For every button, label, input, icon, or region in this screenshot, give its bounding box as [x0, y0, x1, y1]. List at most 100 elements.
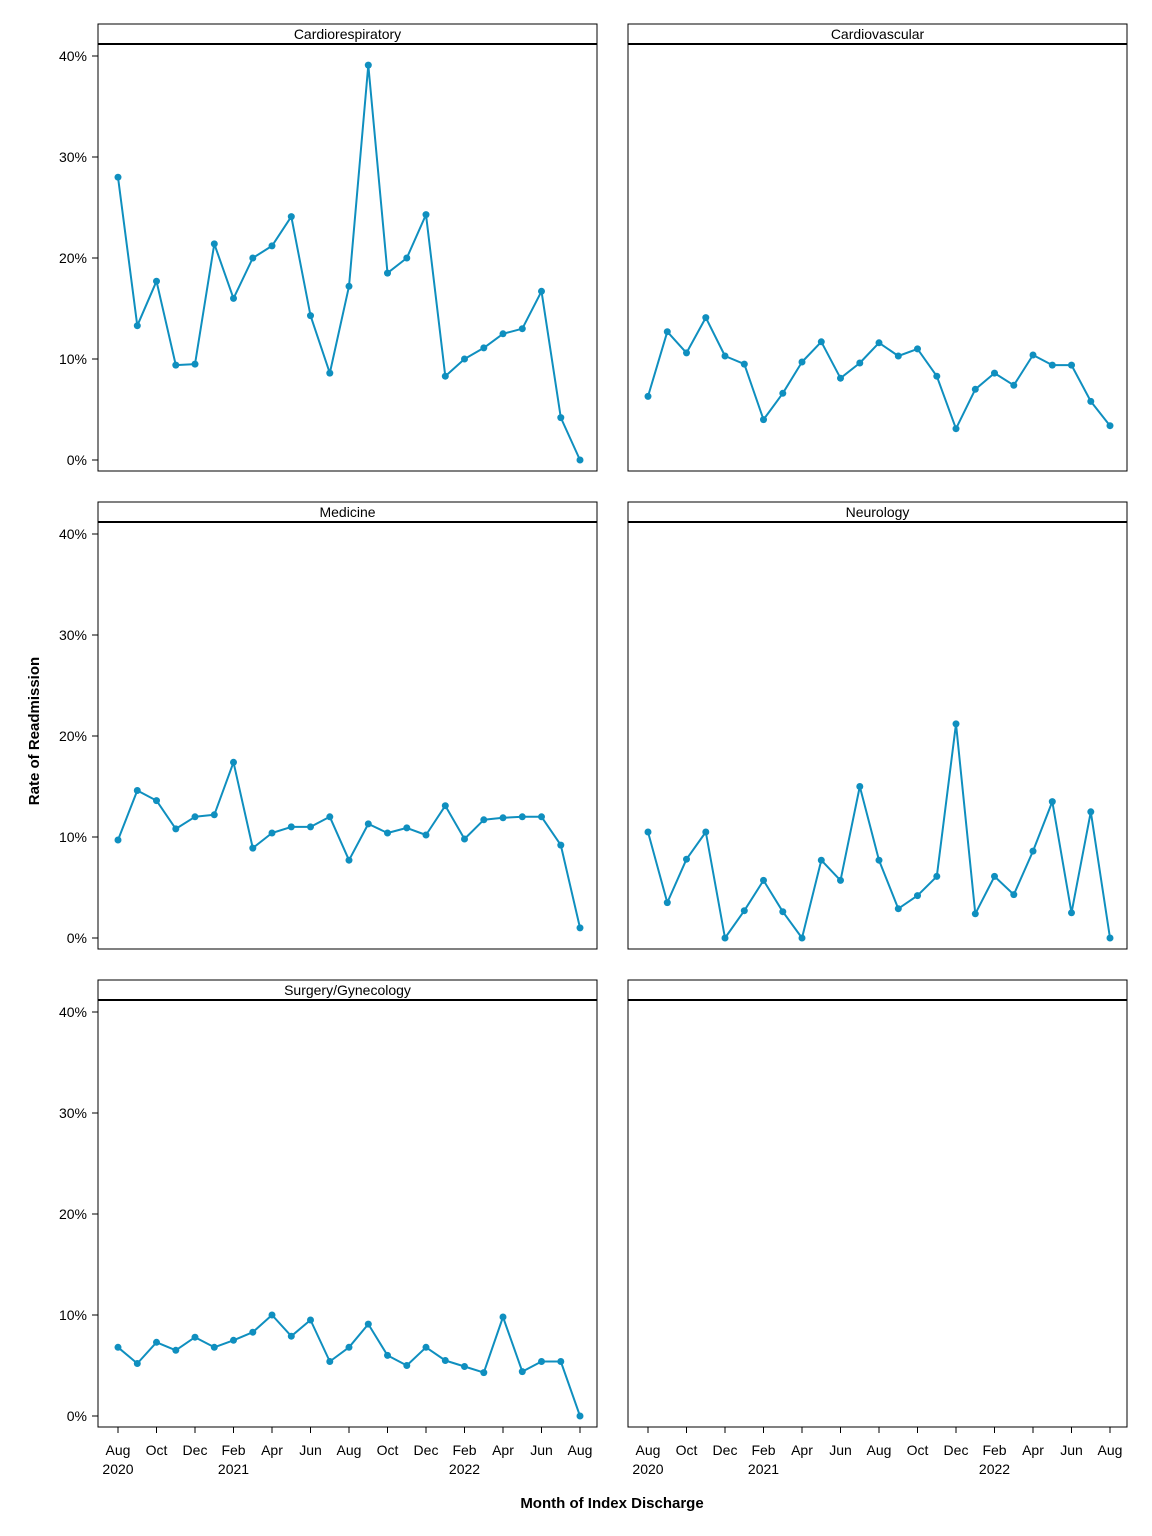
x-tick-label: Feb — [221, 1442, 245, 1458]
data-point — [779, 389, 787, 397]
data-point — [403, 254, 411, 262]
facet-title: Surgery/Gynecology — [284, 982, 411, 998]
data-point — [1010, 381, 1018, 389]
data-point — [480, 344, 488, 352]
data-point — [914, 892, 921, 900]
x-tick-label: Aug — [568, 1442, 593, 1458]
data-point — [683, 349, 690, 357]
data-point — [856, 783, 864, 790]
data-point — [817, 338, 825, 346]
x-tick-year-label: 2021 — [748, 1461, 779, 1477]
data-point — [663, 328, 671, 336]
x-axis-title: Month of Index Discharge — [520, 1495, 703, 1512]
x-tick-label: Jun — [829, 1442, 852, 1458]
data-point — [1106, 422, 1114, 430]
data-point — [326, 369, 334, 377]
data-point — [538, 287, 545, 295]
panel-border — [627, 43, 1128, 472]
data-point — [345, 1343, 353, 1351]
y-tick-label: 10% — [59, 351, 87, 367]
data-point — [422, 211, 430, 219]
data-point — [172, 361, 180, 369]
data-point — [384, 269, 391, 277]
y-tick-label: 0% — [67, 930, 87, 946]
data-point — [422, 831, 430, 839]
data-point — [384, 1351, 391, 1359]
data-point — [461, 1363, 468, 1370]
data-point — [384, 829, 391, 837]
data-point — [441, 1357, 449, 1364]
y-tick-label: 30% — [59, 627, 87, 643]
data-point — [210, 811, 218, 819]
data-point — [837, 876, 844, 884]
x-tick-label: Jun — [530, 1442, 553, 1458]
y-tick-label: 40% — [59, 48, 87, 64]
data-point — [172, 1346, 180, 1354]
data-point — [557, 1358, 565, 1365]
data-point — [538, 1358, 545, 1365]
data-point — [326, 813, 334, 821]
data-point — [663, 899, 671, 907]
facet-title: Cardiovascular — [831, 26, 925, 42]
panel-border — [627, 999, 1128, 1428]
data-point — [1010, 891, 1018, 899]
data-point — [875, 339, 883, 347]
y-tick-label: 40% — [59, 1004, 87, 1020]
data-point — [1087, 808, 1095, 816]
data-point — [230, 294, 237, 302]
data-point — [971, 910, 979, 918]
data-point — [364, 61, 372, 69]
data-point — [702, 314, 710, 322]
x-tick-label: Oct — [676, 1442, 698, 1458]
series-line — [117, 64, 581, 461]
data-point — [952, 425, 960, 433]
data-point — [172, 825, 180, 833]
data-point — [518, 813, 526, 821]
data-point — [538, 813, 545, 821]
x-tick-label: Oct — [146, 1442, 168, 1458]
data-point — [191, 813, 199, 821]
panel-border — [627, 521, 1128, 950]
x-tick-year-label: 2020 — [632, 1461, 663, 1477]
y-tick-label: 0% — [67, 452, 87, 468]
x-tick-year-label: 2022 — [449, 1461, 480, 1477]
x-tick-label: Dec — [414, 1442, 439, 1458]
x-tick-year-label: 2021 — [218, 1461, 249, 1477]
data-point — [817, 856, 825, 864]
data-point — [287, 1332, 295, 1340]
data-point — [326, 1358, 334, 1365]
data-point — [779, 908, 787, 916]
x-tick-label: Aug — [106, 1442, 131, 1458]
y-tick-label: 20% — [59, 728, 87, 744]
data-point — [153, 1338, 160, 1346]
data-point — [894, 905, 902, 913]
x-tick-label: Jun — [1060, 1442, 1083, 1458]
data-point — [345, 856, 353, 864]
data-point — [191, 360, 199, 368]
data-point — [133, 787, 141, 794]
data-point — [114, 1343, 122, 1351]
data-point — [1029, 847, 1037, 855]
x-tick-label: Aug — [636, 1442, 661, 1458]
x-tick-label: Apr — [261, 1442, 283, 1458]
data-point — [287, 213, 295, 221]
data-point — [499, 814, 507, 822]
data-point — [499, 330, 507, 338]
x-tick-label: Dec — [713, 1442, 738, 1458]
panel-border — [97, 521, 598, 950]
data-point — [210, 1343, 218, 1351]
data-point — [307, 823, 314, 831]
data-point — [499, 1313, 507, 1321]
series-line — [647, 722, 1111, 939]
data-point — [740, 360, 748, 368]
y-tick-label: 30% — [59, 1105, 87, 1121]
data-point — [576, 924, 584, 932]
x-tick-label: Feb — [751, 1442, 775, 1458]
data-point — [760, 876, 767, 884]
facet-panel: Medicine 0% 10% 20% 30% 40% — [59, 501, 598, 950]
data-point — [914, 345, 921, 353]
facet-panel: Aug 2020 Oct Dec Feb 2021 Apr Jun Aug Oct Dec Feb 20… — [627, 979, 1128, 1477]
x-tick-year-label: 2022 — [979, 1461, 1010, 1477]
data-point — [576, 456, 584, 464]
